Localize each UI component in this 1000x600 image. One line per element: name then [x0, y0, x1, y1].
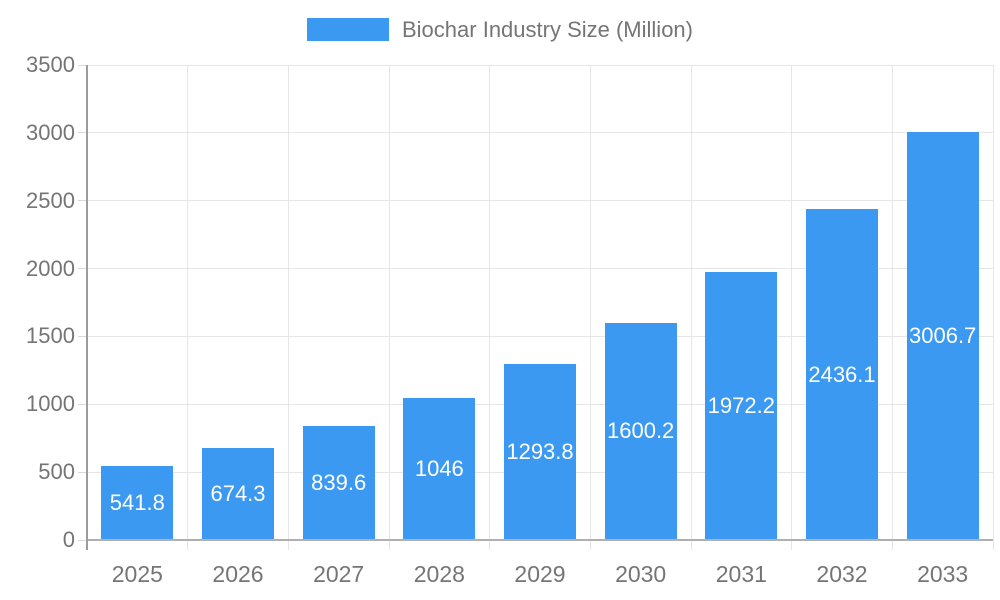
y-axis-tick [78, 64, 87, 66]
y-axis-tick [78, 403, 87, 405]
bar-value-label: 3006.7 [909, 322, 977, 348]
x-tick-label: 2030 [615, 561, 667, 587]
bar: 541.8 [101, 466, 174, 540]
y-axis-tick [78, 200, 87, 202]
x-tick-label: 2029 [514, 561, 566, 587]
x-gridline [287, 65, 289, 550]
y-gridline [87, 268, 993, 270]
y-axis-tick [78, 539, 87, 541]
y-tick-label: 1000 [26, 391, 75, 417]
x-tick-label: 2031 [715, 561, 767, 587]
y-gridline [87, 335, 993, 337]
y-axis-tick [78, 268, 87, 270]
y-tick-label: 2000 [26, 255, 75, 281]
y-tick-label: 1500 [26, 323, 75, 349]
bar: 3006.7 [906, 131, 979, 540]
y-axis-line [86, 65, 88, 550]
bar: 1972.2 [705, 272, 778, 540]
chart-legend: Biochar Industry Size (Million) [0, 16, 1000, 43]
y-gridline [87, 64, 993, 66]
bar-value-label: 1293.8 [506, 439, 574, 465]
x-gridline [690, 65, 692, 550]
x-gridline [489, 65, 491, 550]
y-axis-tick [78, 335, 87, 337]
y-gridline [87, 132, 993, 134]
x-gridline [589, 65, 591, 550]
bar-value-label: 2436.1 [808, 361, 876, 387]
bar-value-label: 1972.2 [707, 393, 775, 419]
x-gridline [388, 65, 390, 550]
x-gridline [891, 65, 893, 550]
x-gridline [187, 65, 189, 550]
y-gridline [87, 200, 993, 202]
bar-value-label: 1046 [414, 456, 464, 481]
x-tick-label: 2025 [111, 561, 163, 587]
y-tick-label: 500 [38, 459, 75, 485]
bar: 839.6 [302, 426, 375, 540]
legend-swatch-icon [307, 18, 389, 41]
y-axis-tick [78, 132, 87, 134]
bar: 1046 [403, 398, 476, 540]
y-tick-label: 3000 [26, 119, 75, 145]
legend-item[interactable]: Biochar Industry Size (Million) [307, 16, 693, 43]
bar-value-label: 839.6 [311, 470, 367, 496]
y-tick-label: 2500 [26, 187, 75, 213]
bar: 2436.1 [806, 209, 878, 540]
y-tick-label: 0 [62, 527, 75, 552]
y-axis-tick [78, 471, 87, 473]
x-tick-label: 2027 [313, 561, 365, 587]
bar: 1293.8 [504, 364, 576, 540]
x-tick-label: 2033 [917, 561, 969, 587]
y-tick-label: 3500 [26, 52, 75, 77]
x-tick-label: 2032 [816, 561, 868, 587]
bar-value-label: 674.3 [210, 481, 266, 507]
x-tick-label: 2026 [212, 561, 264, 587]
x-tick-label: 2028 [413, 561, 465, 587]
x-axis-line [87, 539, 993, 541]
bar: 674.3 [202, 448, 274, 540]
bar-value-label: 541.8 [109, 490, 165, 516]
x-gridline [992, 65, 994, 550]
legend-label: Biochar Industry Size (Million) [402, 17, 693, 42]
bar: 1600.2 [604, 322, 677, 540]
x-gridline [791, 65, 793, 550]
bar-value-label: 1600.2 [607, 418, 675, 444]
